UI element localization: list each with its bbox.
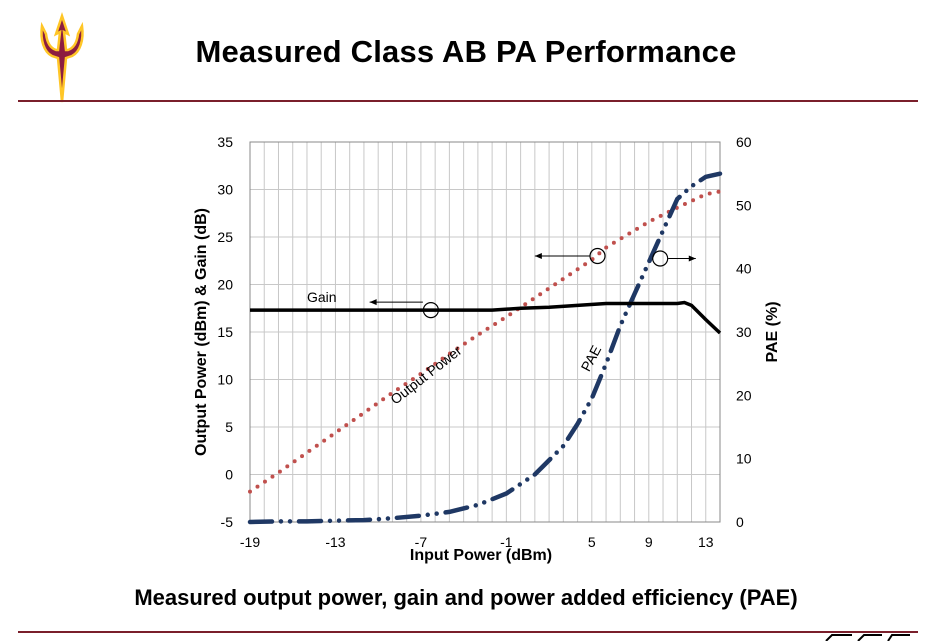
- slide-title: Measured Class AB PA Performance: [195, 34, 737, 69]
- title-divider: [18, 100, 918, 102]
- x-axis-title: Input Power (dBm): [410, 547, 552, 564]
- y2-tick-label: 10: [736, 451, 752, 467]
- gain-label: Gain: [307, 289, 337, 305]
- pae-arrow-head: [688, 255, 696, 262]
- y2-axis-title: PAE (%): [764, 301, 781, 362]
- y-tick-label: 15: [217, 324, 233, 340]
- annotations: Gain Output Power PAE: [307, 247, 696, 408]
- pa-performance-chart: -19 -13 -7 -1 5 9 13 -5 0 5 10 15 20 25 30 35 0 10 20 30 4…: [193, 134, 781, 564]
- pae-marker-circle: [652, 250, 669, 267]
- y-tick-label: 5: [225, 419, 233, 435]
- x-tick-label: -1: [500, 534, 513, 550]
- y-tick-label: 0: [225, 467, 233, 483]
- y2-tick-label: 20: [736, 387, 752, 403]
- gain-arrow-head: [369, 299, 377, 306]
- y2-tick-label: 0: [736, 514, 744, 530]
- output-power-marker-circle: [589, 247, 606, 265]
- gain-series: [250, 300, 722, 335]
- y2-tick-label: 30: [736, 324, 752, 340]
- x-tick-label: -13: [325, 534, 345, 550]
- y-tick-label: -5: [221, 514, 234, 530]
- output-power-series: [248, 189, 722, 494]
- y-tick-label: 10: [217, 372, 233, 388]
- y-tick-label: 25: [217, 229, 233, 245]
- x-tick-label: -19: [240, 534, 260, 550]
- y-axis-ticks: -5 0 5 10 15 20 25 30 35: [217, 134, 233, 530]
- pae-label: PAE: [577, 343, 604, 374]
- x-tick-label: 9: [645, 534, 653, 550]
- output-power-label: Output Power: [387, 342, 465, 408]
- y2-tick-label: 50: [736, 197, 752, 213]
- gain-marker-circle: [422, 302, 439, 319]
- slide-caption: Measured output power, gain and power ad…: [134, 585, 798, 610]
- x-tick-label: 13: [698, 534, 714, 550]
- y2-tick-label: 60: [736, 134, 752, 150]
- x-tick-label: -7: [415, 534, 428, 550]
- output-power-arrow-head: [534, 253, 542, 259]
- y-tick-label: 35: [217, 134, 233, 150]
- footer-divider: [18, 631, 918, 633]
- y2-tick-label: 40: [736, 261, 752, 277]
- y-axis-title: Output Power (dBm) & Gain (dB): [193, 208, 210, 456]
- x-tick-label: 5: [588, 534, 596, 550]
- pitchfork-logo: [40, 12, 84, 103]
- x-axis-ticks: -19 -13 -7 -1 5 9 13: [240, 534, 714, 550]
- pae-series: [247, 171, 723, 525]
- footer-logo: [825, 634, 910, 641]
- grid: [249, 141, 721, 523]
- y-tick-label: 20: [217, 277, 233, 293]
- y-tick-label: 30: [217, 182, 233, 198]
- y2-axis-ticks: 0 10 20 30 40 50 60: [736, 134, 752, 530]
